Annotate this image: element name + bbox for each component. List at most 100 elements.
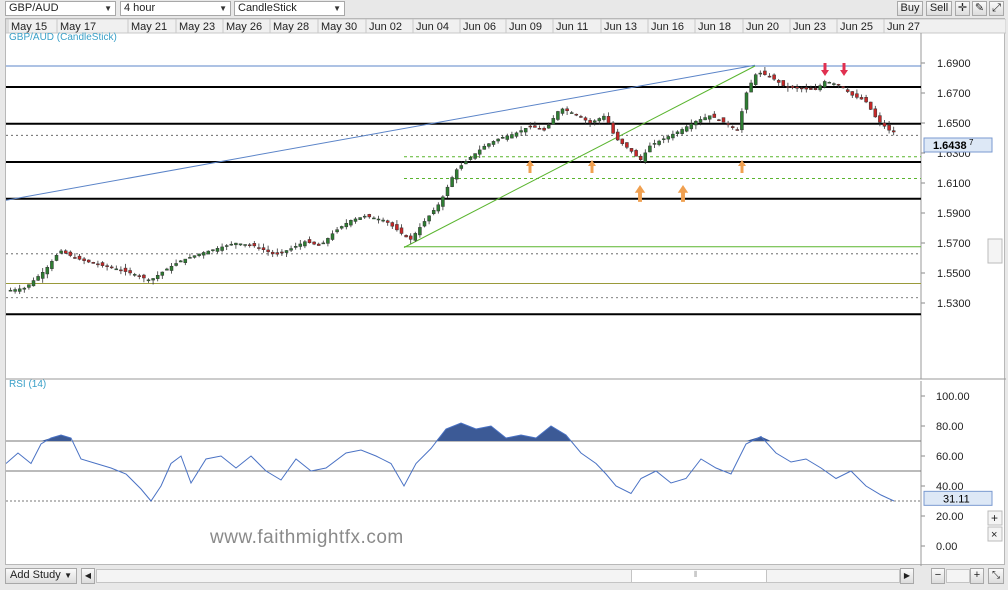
bearish-candle: [528, 125, 533, 128]
timeframe-select[interactable]: 4 hour ▼: [120, 1, 231, 16]
zoom-slider[interactable]: [946, 569, 970, 583]
bearish-candle: [574, 113, 579, 116]
bullish-candle: [215, 248, 220, 252]
chevron-down-icon: ▼: [104, 4, 112, 13]
bearish-candle: [105, 265, 109, 267]
symbol-select[interactable]: GBP/AUD ▼: [5, 1, 116, 16]
bearish-candle: [804, 87, 809, 90]
crosshair-icon[interactable]: ✛: [955, 1, 970, 16]
sell-button[interactable]: Sell: [926, 1, 952, 16]
timeframe-value: 4 hour: [124, 2, 156, 14]
rsi-panel-title: RSI (14): [9, 379, 46, 390]
scroll-right-button[interactable]: ▶: [900, 568, 914, 584]
bullish-candle: [238, 243, 243, 246]
bullish-candle: [192, 255, 197, 258]
bullish-candle: [441, 196, 445, 207]
bearish-candle: [887, 124, 891, 131]
bearish-candle: [408, 235, 413, 240]
bearish-candle: [638, 155, 643, 161]
bullish-candle: [519, 130, 523, 133]
bullish-candle: [31, 280, 36, 287]
scrollbar-thumb[interactable]: ⦀: [631, 570, 767, 582]
bearish-candle: [266, 249, 270, 253]
bearish-candle: [873, 108, 878, 118]
bullish-candle: [17, 288, 22, 292]
date-label: May 23: [179, 21, 215, 33]
bullish-candle: [514, 132, 519, 137]
bullish-candle: [758, 72, 763, 75]
bearish-candle: [137, 275, 142, 277]
bullish-candle: [413, 233, 418, 241]
chart-style-select[interactable]: CandleStick ▼: [234, 1, 345, 16]
bearish-candle: [119, 269, 123, 272]
bearish-candle: [735, 129, 740, 131]
bearish-candle: [385, 220, 390, 223]
bullish-candle: [27, 284, 31, 288]
bearish-candle: [275, 252, 280, 255]
blue-trend-line: [5, 64, 756, 201]
scroll-left-button[interactable]: ◀: [81, 568, 95, 584]
bullish-candle: [505, 135, 510, 140]
chart-canvas[interactable]: May 15 May 17 May 21 May 23 May 26 May 28 May …: [5, 18, 1007, 566]
horizontal-scrollbar[interactable]: ⦀: [96, 569, 900, 583]
rsi-tick-label: 80.00: [936, 421, 964, 433]
price-panel: GBP/AUD (CandleStick) 1.6900 1.6700 1.6500 1…: [5, 32, 1006, 380]
date-label: Jun 09: [509, 21, 542, 33]
chevron-down-icon: ▼: [219, 4, 227, 13]
date-label: Jun 27: [887, 21, 920, 33]
bearish-candle: [726, 123, 730, 126]
pencil-icon[interactable]: ✎: [972, 1, 987, 16]
bearish-candle: [855, 93, 859, 98]
price-tick-label: 1.6100: [937, 178, 971, 190]
bearish-candle: [316, 243, 321, 246]
up-arrow-icon: [677, 185, 689, 202]
bullish-candle: [188, 257, 192, 259]
date-label: Jun 18: [698, 21, 731, 33]
bullish-candle: [178, 260, 183, 263]
bearish-candle: [82, 258, 86, 261]
buy-button[interactable]: Buy: [897, 1, 923, 16]
date-label: May 30: [321, 21, 357, 33]
rsi-overbought-fill: [436, 423, 571, 441]
bullish-candle: [744, 92, 749, 110]
price-tick-label: 1.5900: [937, 208, 971, 220]
bullish-candle: [569, 112, 574, 114]
bearish-candle: [247, 244, 252, 247]
bearish-candle: [629, 148, 634, 152]
bullish-candle: [206, 250, 211, 255]
close-icon: ×: [991, 529, 997, 541]
up-arrow-icon: [526, 160, 534, 173]
bullish-candle: [36, 276, 40, 281]
rsi-line: [5, 422, 895, 502]
zoom-out-button[interactable]: −: [931, 568, 945, 584]
bearish-candle: [588, 120, 592, 124]
bullish-candle: [169, 265, 174, 271]
zoom-in-button[interactable]: +: [970, 568, 984, 584]
date-label: May 15: [11, 21, 47, 33]
bearish-candle: [68, 251, 73, 256]
bearish-candle: [270, 251, 275, 255]
bearish-candle: [882, 122, 887, 127]
resize-icon[interactable]: ⤡: [988, 568, 1004, 584]
bearish-candle: [776, 80, 781, 83]
chevron-down-icon: ▼: [64, 571, 72, 580]
bearish-candle: [77, 255, 82, 260]
add-study-button[interactable]: Add Study ▼: [5, 568, 77, 584]
bullish-candle: [8, 289, 13, 292]
bearish-candle: [763, 70, 767, 75]
bullish-candle: [160, 271, 165, 276]
rsi-panel: RSI (14) 100.00 80.00 60.00 40.00 20.00 0.00 31…: [5, 379, 1003, 566]
bullish-candle: [707, 115, 712, 120]
bullish-candle: [680, 129, 684, 134]
bearish-candle: [542, 127, 546, 131]
expand-icon[interactable]: ⤢: [989, 1, 1004, 16]
bullish-candle: [22, 287, 27, 290]
price-tick-label: 1.5300: [937, 298, 971, 310]
chart-area[interactable]: May 15 May 17 May 21 May 23 May 26 May 28 May …: [5, 18, 1007, 566]
date-label: Jun 16: [651, 21, 684, 33]
rsi-value-label: 31.11: [943, 493, 970, 505]
bearish-candle: [533, 125, 537, 128]
bearish-candle: [86, 259, 91, 263]
bullish-candle: [344, 222, 349, 228]
bullish-candle: [459, 165, 464, 169]
